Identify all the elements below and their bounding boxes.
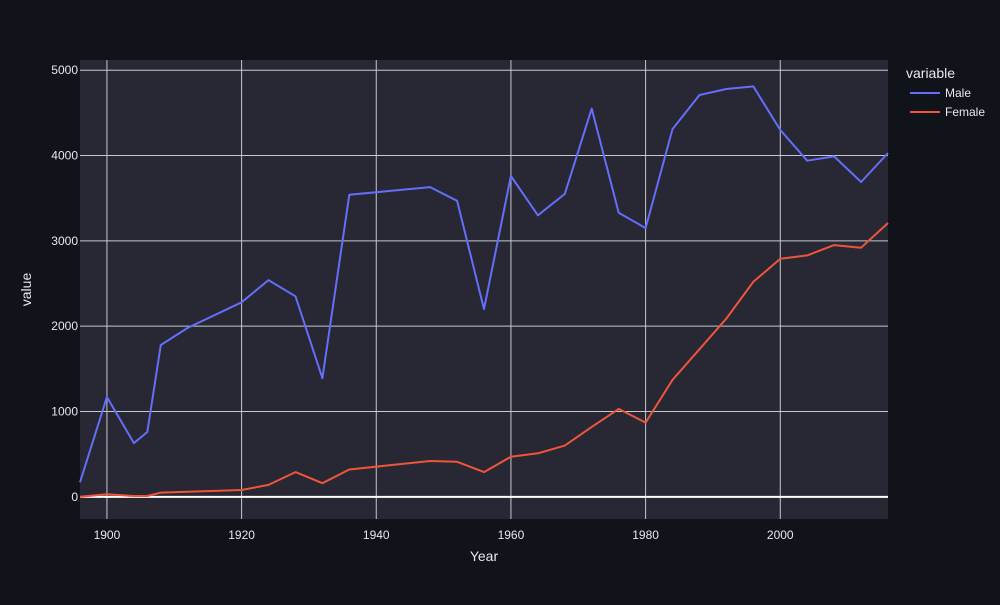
x-tick-label: 1960 bbox=[498, 528, 525, 542]
plot-area bbox=[80, 60, 888, 519]
x-tick-label: 1900 bbox=[94, 528, 121, 542]
y-tick-label: 3000 bbox=[51, 234, 78, 248]
y-axis-label: value bbox=[18, 273, 34, 307]
x-tick-label: 2000 bbox=[767, 528, 794, 542]
y-tick-label: 0 bbox=[71, 490, 78, 504]
legend-item-male[interactable]: Male bbox=[910, 86, 971, 100]
legend-label: Male bbox=[945, 86, 971, 100]
series-line-female bbox=[79, 222, 889, 498]
series-line-male bbox=[79, 85, 889, 483]
legend-title: variable bbox=[906, 65, 955, 81]
y-tick-label: 1000 bbox=[51, 405, 78, 419]
y-tick-label: 2000 bbox=[51, 319, 78, 333]
series-lines bbox=[79, 85, 889, 498]
legend-label: Female bbox=[945, 105, 985, 119]
y-tick-label: 5000 bbox=[51, 63, 78, 77]
y-axis-ticks: 0 1000 2000 3000 4000 5000 bbox=[51, 63, 78, 504]
y-tick-label: 4000 bbox=[51, 149, 78, 163]
x-tick-label: 1920 bbox=[228, 528, 255, 542]
x-axis-label: Year bbox=[470, 548, 499, 564]
legend[interactable]: variable Male Female bbox=[906, 65, 985, 119]
x-tick-label: 1980 bbox=[632, 528, 659, 542]
x-tick-label: 1940 bbox=[363, 528, 390, 542]
legend-items[interactable]: Male Female bbox=[910, 86, 985, 119]
x-axis-ticks: 1900 1920 1940 1960 1980 2000 bbox=[94, 528, 794, 542]
legend-item-female[interactable]: Female bbox=[910, 105, 985, 119]
grid-lines bbox=[80, 60, 888, 519]
